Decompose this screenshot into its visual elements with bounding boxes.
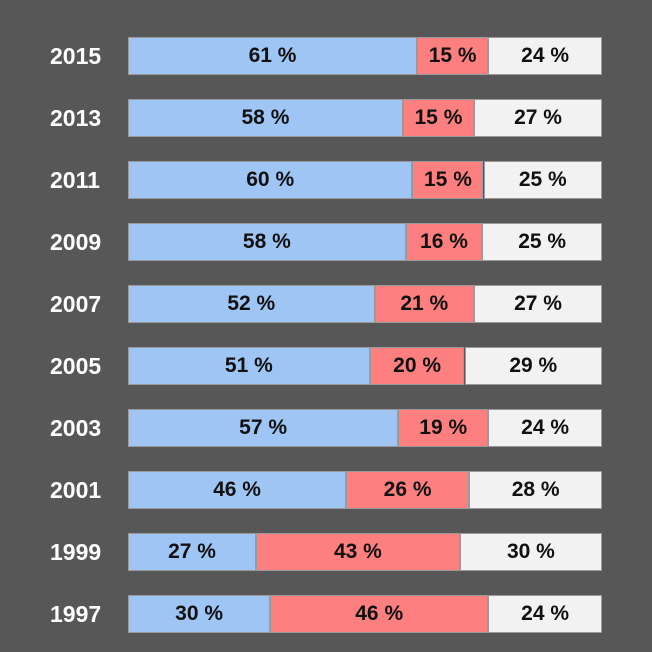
year-label-2013: 2013 bbox=[50, 105, 102, 131]
year-label-1999: 1999 bbox=[50, 539, 102, 565]
bar-segment-2013-s3: 27 % bbox=[474, 99, 602, 137]
bar-value-label: 27 % bbox=[514, 292, 562, 315]
bar-value-label: 24 % bbox=[521, 44, 570, 67]
bar-value-label: 27 % bbox=[168, 540, 216, 563]
year-label-2009: 2009 bbox=[50, 229, 102, 255]
bar-segment-2003-s1: 57 % bbox=[128, 409, 399, 447]
bar-value-label: 46 % bbox=[355, 602, 404, 625]
year-label-2003: 2003 bbox=[50, 415, 102, 441]
bar-value-label: 20 % bbox=[393, 354, 442, 377]
bar-segment-1999-s2: 43 % bbox=[256, 533, 460, 571]
bar-value-label: 15 % bbox=[424, 168, 472, 191]
bar-value-label: 26 % bbox=[383, 478, 432, 501]
bar-segment-2001-s3: 28 % bbox=[469, 471, 602, 509]
bar-value-label: 25 % bbox=[518, 168, 567, 191]
bar-segment-2005-s1: 51 % bbox=[128, 347, 370, 385]
bar-segment-2009-s1: 58 % bbox=[128, 223, 406, 261]
bar-value-label: 24 % bbox=[521, 602, 570, 625]
year-label-2011: 2011 bbox=[50, 167, 100, 193]
bar-segment-2015-s3: 24 % bbox=[488, 37, 602, 75]
bar-segment-1997-s3: 24 % bbox=[488, 595, 602, 633]
bar-value-label: 57 % bbox=[239, 416, 288, 439]
bar-value-label: 60 % bbox=[246, 168, 295, 191]
bar-segment-2011-s1: 60 % bbox=[128, 161, 413, 199]
bar-segment-2007-s1: 52 % bbox=[128, 285, 375, 323]
bar-value-label: 30 % bbox=[175, 602, 224, 625]
year-label-2015: 2015 bbox=[50, 43, 102, 69]
bar-segment-2009-s2: 16 % bbox=[405, 223, 483, 261]
year-label-2001: 2001 bbox=[50, 477, 102, 503]
bar-segment-2009-s3: 25 % bbox=[482, 223, 602, 261]
bar-value-label: 51 % bbox=[224, 354, 273, 377]
bar-value-label: 43 % bbox=[333, 540, 382, 563]
bar-value-label: 30 % bbox=[506, 540, 555, 563]
bar-segment-1999-s3: 30 % bbox=[459, 533, 602, 571]
bar-segment-2001-s1: 46 % bbox=[128, 471, 346, 509]
bar-value-label: 16 % bbox=[420, 230, 468, 253]
bar-value-label: 15 % bbox=[414, 106, 463, 129]
bar-segment-2005-s2: 20 % bbox=[369, 347, 465, 385]
bar-value-label: 58 % bbox=[242, 230, 291, 253]
bar-segment-2005-s3: 29 % bbox=[464, 347, 602, 385]
bar-value-label: 27 % bbox=[514, 106, 562, 129]
bar-value-label: 46 % bbox=[213, 478, 261, 501]
year-label-1997: 1997 bbox=[50, 601, 102, 627]
bar-segment-2003-s2: 19 % bbox=[398, 409, 489, 447]
bar-segment-2013-s2: 15 % bbox=[402, 99, 474, 137]
bar-segment-1999-s1: 27 % bbox=[128, 533, 256, 571]
bar-value-label: 52 % bbox=[227, 292, 276, 315]
bar-value-label: 28 % bbox=[511, 478, 560, 501]
bar-segment-2015-s2: 15 % bbox=[417, 37, 489, 75]
bar-value-label: 24 % bbox=[521, 416, 570, 439]
bar-segment-2013-s1: 58 % bbox=[128, 99, 403, 137]
bar-value-label: 61 % bbox=[248, 44, 297, 67]
bar-segment-1997-s2: 46 % bbox=[270, 595, 489, 633]
bar-segment-2011-s2: 15 % bbox=[412, 161, 484, 199]
bar-segment-2007-s3: 27 % bbox=[474, 285, 602, 323]
bar-value-label: 15 % bbox=[428, 44, 477, 67]
bar-segment-2001-s2: 26 % bbox=[346, 471, 470, 509]
bar-value-label: 21 % bbox=[400, 292, 449, 315]
bar-value-label: 25 % bbox=[518, 230, 567, 253]
bar-segment-2011-s3: 25 % bbox=[483, 161, 602, 199]
bar-value-label: 19 % bbox=[419, 416, 468, 439]
year-label-2005: 2005 bbox=[50, 353, 102, 379]
bar-segment-2007-s2: 21 % bbox=[374, 285, 474, 323]
bar-segment-2003-s3: 24 % bbox=[488, 409, 602, 447]
bar-segment-1997-s1: 30 % bbox=[128, 595, 271, 633]
year-label-2007: 2007 bbox=[50, 291, 102, 317]
bar-value-label: 29 % bbox=[509, 354, 558, 377]
bar-segment-2015-s1: 61 % bbox=[128, 37, 418, 75]
bar-value-label: 58 % bbox=[241, 106, 290, 129]
